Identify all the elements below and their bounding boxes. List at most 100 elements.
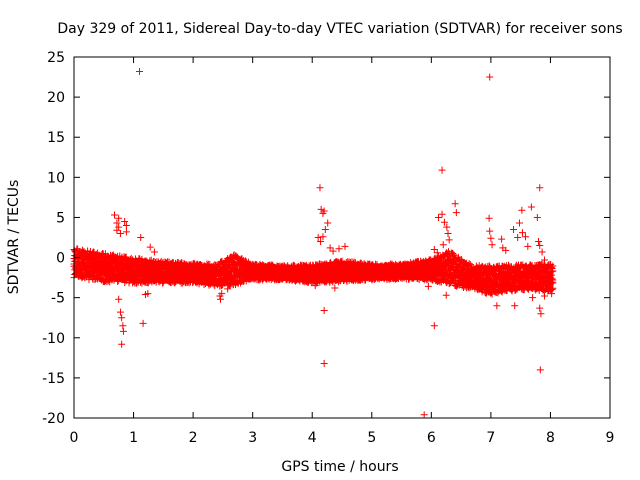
outlier-point: [510, 225, 518, 233]
x-tick-label: 9: [606, 430, 615, 446]
outlier-point: [438, 166, 446, 174]
band-point: [109, 252, 117, 260]
band-point: [465, 260, 473, 268]
band-point: [549, 262, 557, 270]
y-axis: 25 20 15 10 5 0 -5 -10 -15 -20: [42, 50, 610, 427]
outlier-point: [537, 310, 545, 318]
outlier-point: [329, 247, 337, 255]
outlier-point: [511, 302, 519, 310]
outlier-point: [536, 366, 544, 374]
x-tick-label: 1: [129, 430, 138, 446]
outlier-point: [518, 229, 526, 237]
chart-title: Day 329 of 2011, Sidereal Day-to-day VTE…: [57, 21, 622, 37]
x-tick-label: 2: [189, 430, 198, 446]
outlier-point: [311, 282, 319, 290]
y-tick-label: -10: [42, 331, 65, 347]
outlier-point: [110, 211, 118, 219]
y-tick-label: 15: [47, 130, 65, 146]
plot-frame: [73, 56, 611, 419]
outlier-point: [424, 282, 432, 290]
outlier-point: [116, 308, 124, 316]
outlier-point: [430, 322, 438, 330]
outlier-point: [498, 235, 506, 243]
x-tick-label: 6: [427, 430, 436, 446]
outlier-point: [533, 213, 541, 221]
outlier-point: [445, 236, 453, 244]
outlier-point: [113, 226, 121, 234]
outlier-point: [335, 245, 343, 253]
outlier-point: [529, 294, 537, 302]
outlier-point: [217, 295, 225, 303]
outlier-point: [118, 340, 126, 348]
data-band: [70, 245, 557, 298]
outlier-point: [488, 241, 496, 249]
outlier-point: [442, 291, 450, 299]
outlier-point: [320, 307, 328, 315]
outlier-point: [515, 219, 523, 227]
y-tick-label: 5: [56, 210, 65, 226]
outlier-point: [521, 233, 529, 241]
band-point: [548, 275, 556, 283]
y-tick-label: -20: [42, 411, 65, 427]
outlier-point: [116, 229, 124, 237]
outlier-point: [218, 290, 226, 298]
y-tick-label: 25: [47, 50, 65, 66]
outlier-point: [536, 242, 544, 250]
outlier-point: [118, 314, 126, 322]
outlier-point: [146, 243, 154, 251]
outlier-point: [420, 411, 428, 419]
band-point: [103, 271, 111, 279]
x-axis-label: GPS time / hours: [281, 459, 398, 475]
x-tick-label: 3: [248, 430, 257, 446]
outlier-point: [524, 242, 532, 250]
outlier-point: [321, 225, 329, 233]
outlier-point: [119, 327, 127, 335]
outlier-point: [314, 234, 322, 241]
outlier-point: [320, 359, 328, 367]
band-point: [498, 288, 506, 296]
outlier-point: [485, 214, 493, 222]
band-point: [549, 276, 557, 284]
outlier-point: [331, 284, 339, 292]
outlier-point: [137, 234, 145, 241]
outlier-point: [144, 290, 152, 298]
outlier-point: [136, 67, 144, 75]
y-tick-label: -5: [51, 291, 65, 307]
x-tick-label: 4: [308, 430, 317, 446]
outlier-point: [341, 242, 349, 250]
outlier-point: [434, 213, 442, 221]
outlier-point: [115, 223, 123, 231]
outlier-point: [122, 228, 130, 236]
outlier-point: [115, 295, 123, 303]
outlier-point: [438, 210, 446, 218]
band-point: [547, 263, 555, 271]
band-point: [122, 253, 130, 261]
x-tick-label: 0: [70, 430, 79, 446]
y-tick-label: 10: [47, 170, 65, 186]
data-outliers: [110, 67, 556, 419]
outlier-point: [548, 290, 556, 298]
band-point: [242, 257, 250, 265]
band-point: [467, 261, 475, 269]
outlier-point: [487, 234, 495, 242]
outlier-point: [316, 184, 324, 192]
outlier-point: [115, 214, 123, 222]
outlier-point: [317, 238, 325, 246]
outlier-point: [317, 205, 325, 213]
outlier-point: [430, 246, 438, 254]
outlier-point: [440, 218, 448, 226]
outlier-point: [538, 248, 546, 256]
band-point: [450, 251, 458, 259]
band-point: [449, 249, 457, 257]
outlier-point: [451, 200, 459, 208]
outlier-point: [486, 227, 494, 235]
x-axis: 0 1 2 3 4 5 6 7 8 9: [70, 57, 615, 446]
outlier-point: [324, 219, 332, 227]
outlier-point: [493, 302, 501, 310]
outlier-point: [443, 223, 451, 231]
outlier-point: [139, 319, 147, 327]
y-tick-label: 20: [47, 90, 65, 106]
outlier-point: [121, 217, 129, 225]
outlier-point: [540, 292, 548, 300]
y-tick-label: 0: [56, 251, 65, 267]
